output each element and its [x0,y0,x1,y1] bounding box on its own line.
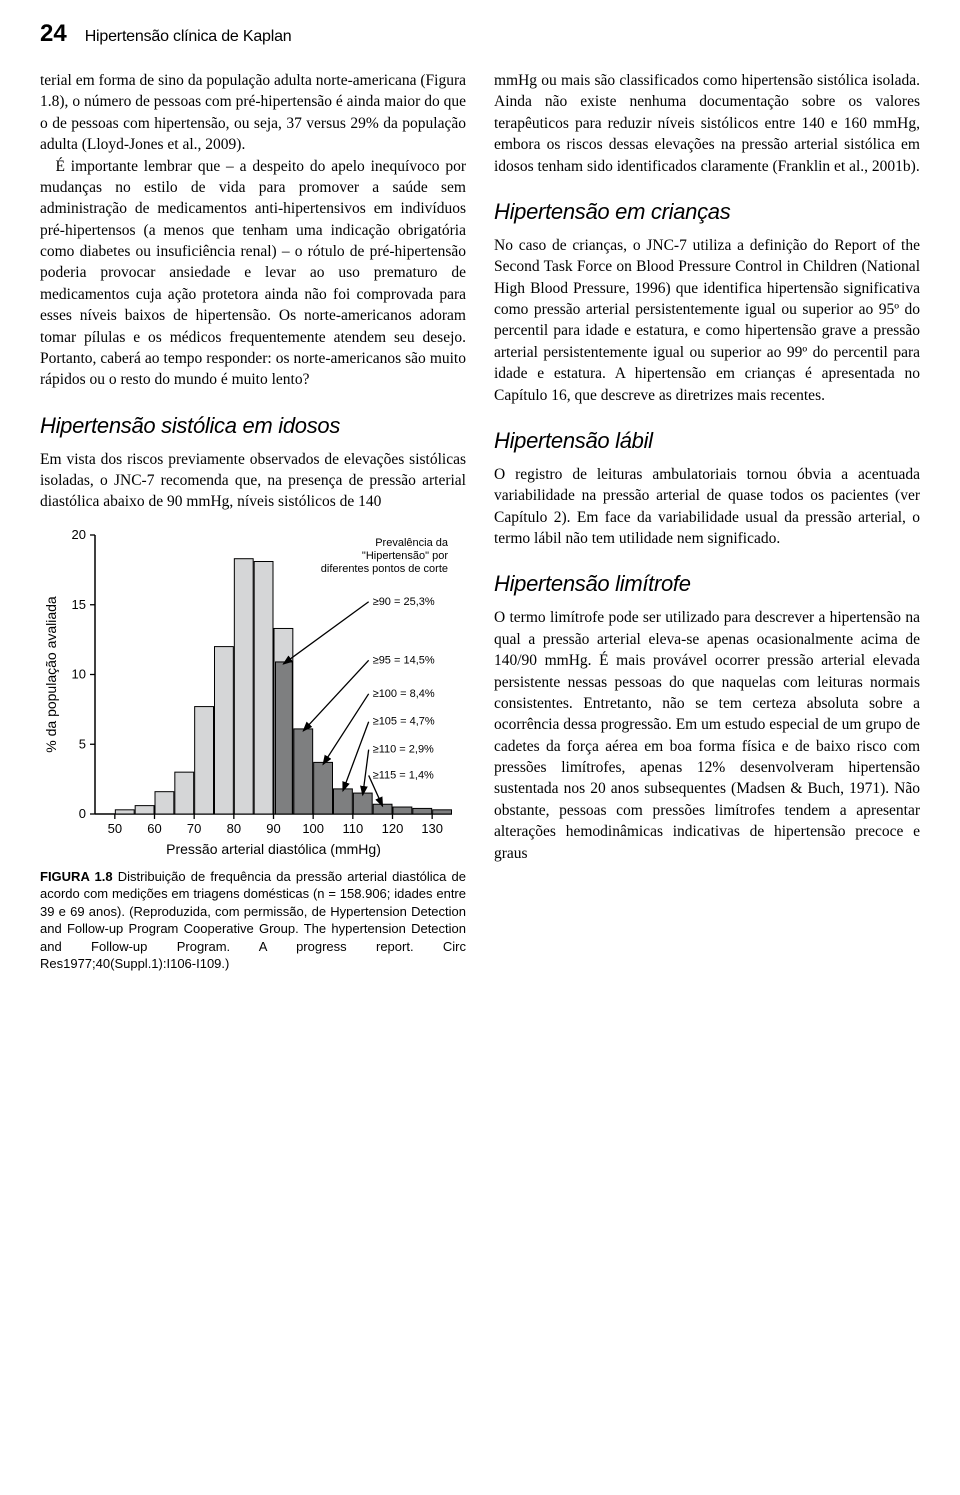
body-paragraph: No caso de crianças, o JNC-7 utiliza a d… [494,235,920,406]
svg-text:60: 60 [147,821,161,836]
body-paragraph: terial em forma de sino da população adu… [40,70,466,156]
svg-text:50: 50 [108,821,122,836]
page-header: 24 Hipertensão clínica de Kaplan [0,0,960,56]
svg-text:90: 90 [266,821,280,836]
body-paragraph: O registro de leituras ambulatoriais tor… [494,464,920,550]
svg-text:70: 70 [187,821,201,836]
svg-text:"Hipertensão" por: "Hipertensão" por [362,550,448,562]
body-paragraph: mmHg ou mais são classificados como hipe… [494,70,920,177]
svg-text:≥90 = 25,3%: ≥90 = 25,3% [373,596,435,608]
two-column-layout: terial em forma de sino da população adu… [0,56,960,993]
svg-text:120: 120 [382,821,404,836]
book-title: Hipertensão clínica de Kaplan [85,28,292,46]
svg-text:10: 10 [72,666,86,681]
section-heading: Hipertensão limítrofe [494,571,920,597]
svg-text:% da população avaliada: % da população avaliada [43,596,59,753]
section-heading: Hipertensão sistólica em idosos [40,413,466,439]
figure-label: FIGURA 1.8 [40,869,113,884]
left-column: terial em forma de sino da população adu… [40,70,466,973]
page-number: 24 [40,20,67,48]
svg-text:100: 100 [302,821,324,836]
section-heading: Hipertensão lábil [494,428,920,454]
svg-text:diferentes pontos de corte: diferentes pontos de corte [321,563,448,575]
figure-1-8: 0 5 10 15 20 % da população avaliada 50 60 70 80 9… [40,527,466,973]
right-column: mmHg ou mais são classificados como hipe… [494,70,920,973]
figure-caption-text: Distribuição de frequência da pressão ar… [40,869,466,972]
svg-text:5: 5 [79,736,86,751]
svg-text:20: 20 [72,527,86,542]
body-paragraph: É importante lembrar que – a despeito do… [40,156,466,391]
svg-text:≥100 = 8,4%: ≥100 = 8,4% [373,688,435,700]
histogram-chart: 0 5 10 15 20 % da população avaliada 50 60 70 80 9… [40,527,460,862]
svg-text:Prevalência da: Prevalência da [375,537,449,549]
svg-text:≥105 = 4,7%: ≥105 = 4,7% [373,715,435,727]
section-heading: Hipertensão em crianças [494,199,920,225]
svg-text:≥110 = 2,9%: ≥110 = 2,9% [373,743,434,755]
svg-text:80: 80 [227,821,241,836]
svg-text:Pressão arterial diastólica (m: Pressão arterial diastólica (mmHg) [166,841,381,857]
svg-text:0: 0 [79,806,86,821]
figure-caption: FIGURA 1.8 Distribuição de frequência da… [40,868,466,973]
svg-text:≥115 = 1,4%: ≥115 = 1,4% [373,769,434,781]
svg-text:130: 130 [421,821,443,836]
svg-text:15: 15 [72,597,86,612]
body-paragraph: Em vista dos riscos previamente observad… [40,449,466,513]
svg-text:110: 110 [342,821,363,836]
body-paragraph: O termo limítrofe pode ser utilizado par… [494,607,920,864]
svg-text:≥95 = 14,5%: ≥95 = 14,5% [373,654,435,666]
